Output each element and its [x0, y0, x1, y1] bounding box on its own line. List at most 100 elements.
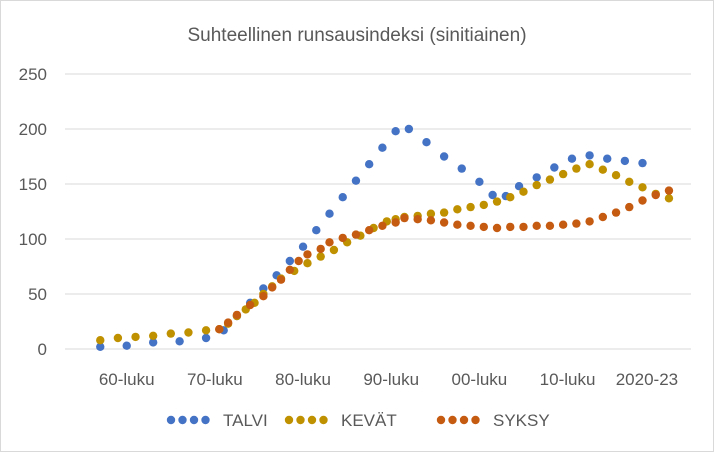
data-point — [519, 187, 528, 196]
data-point — [651, 190, 660, 200]
y-tick-label: 0 — [38, 340, 47, 359]
data-point — [479, 222, 489, 232]
y-tick-label: 50 — [28, 285, 47, 304]
data-point — [638, 183, 647, 192]
data-point — [603, 154, 612, 163]
data-point — [298, 242, 308, 251]
y-tick-label: 250 — [19, 65, 47, 84]
data-point — [585, 160, 594, 169]
legend-label: SYKSY — [493, 411, 550, 430]
data-point — [267, 283, 277, 292]
x-tick-label: 00-luku — [452, 370, 508, 389]
data-point — [625, 177, 634, 186]
data-point — [201, 326, 211, 335]
data-point — [329, 245, 339, 255]
plot-area — [96, 124, 674, 351]
data-point — [492, 197, 502, 206]
data-point — [598, 212, 608, 222]
data-point — [391, 127, 400, 136]
data-point — [638, 158, 647, 168]
data-point — [558, 169, 568, 179]
data-point — [400, 213, 409, 223]
data-point — [558, 220, 568, 229]
data-point — [316, 244, 325, 254]
legend-marker — [448, 415, 457, 425]
data-point — [404, 124, 414, 134]
data-point — [166, 329, 176, 338]
legend-marker — [201, 415, 210, 425]
data-point — [664, 186, 674, 195]
data-point — [351, 230, 361, 239]
x-tick-label: 90-luku — [363, 370, 419, 389]
legend-marker — [166, 415, 176, 425]
data-point — [184, 328, 193, 337]
data-point — [96, 342, 105, 351]
legend: TALVI KEVÄT SYKSY — [166, 411, 550, 430]
legend-item-talvi: TALVI — [166, 411, 268, 430]
data-point — [378, 221, 387, 230]
legend-marker — [307, 415, 317, 425]
data-point — [148, 331, 158, 340]
data-point — [545, 221, 555, 230]
data-point — [457, 164, 466, 173]
data-point — [325, 209, 334, 218]
y-tick-label: 200 — [19, 120, 47, 139]
data-point — [316, 252, 325, 261]
data-point — [545, 175, 555, 184]
data-point — [625, 202, 634, 212]
series-syksy — [215, 186, 674, 334]
data-point — [391, 218, 400, 227]
data-point — [475, 177, 484, 186]
data-point — [312, 226, 321, 235]
data-point — [259, 292, 268, 301]
data-point — [131, 332, 140, 342]
data-point — [148, 338, 158, 347]
legend-label: KEVÄT — [341, 411, 397, 430]
data-point — [364, 160, 374, 169]
data-point — [532, 221, 541, 230]
series-kevät — [96, 160, 674, 345]
data-point — [466, 202, 475, 212]
data-point — [113, 333, 123, 343]
data-point — [585, 151, 594, 160]
data-point — [492, 223, 502, 233]
data-point — [232, 310, 242, 320]
data-point — [294, 256, 303, 266]
data-point — [325, 238, 334, 247]
data-point — [285, 265, 295, 274]
legend-marker — [178, 415, 187, 425]
data-point — [550, 163, 559, 172]
y-tick-label: 150 — [19, 175, 47, 194]
data-point — [598, 165, 608, 174]
data-point — [303, 259, 312, 268]
legend-marker — [436, 415, 446, 425]
x-tick-label: 60-luku — [99, 370, 155, 389]
y-axis-ticks: 0 50 100 150 200 250 — [19, 65, 47, 359]
x-tick-label: 80-luku — [275, 370, 331, 389]
data-point — [439, 218, 449, 227]
data-point — [338, 233, 347, 243]
data-point — [585, 217, 594, 226]
data-point — [572, 219, 581, 228]
x-tick-label: 2020-23 — [616, 370, 678, 389]
data-point — [611, 208, 621, 217]
data-point — [664, 194, 674, 203]
data-point — [439, 208, 449, 217]
legend-label: TALVI — [223, 411, 268, 430]
data-point — [96, 336, 105, 345]
data-point — [532, 180, 541, 190]
data-point — [506, 222, 515, 232]
data-point — [519, 222, 528, 232]
data-point — [175, 337, 184, 346]
data-point — [245, 300, 255, 310]
data-point — [479, 200, 489, 210]
data-point — [426, 209, 436, 218]
legend-marker — [296, 415, 305, 425]
data-point — [201, 333, 211, 343]
data-point — [506, 193, 515, 202]
data-point — [532, 173, 541, 182]
legend-marker — [284, 415, 294, 425]
data-point — [572, 164, 581, 173]
